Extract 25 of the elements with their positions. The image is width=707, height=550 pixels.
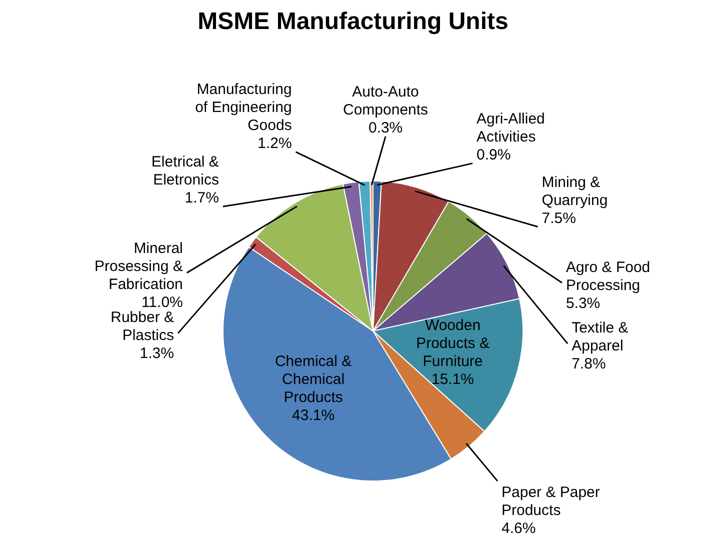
- slice-label: Mineral Prosessing & Fabrication: [94, 240, 183, 293]
- data-label: 1.7%: [184, 189, 219, 206]
- slice-label: Textile & Apparel: [572, 320, 628, 355]
- slice-label: Rubber & Plastics: [110, 309, 174, 344]
- slice-label: Agri-Allied Activities: [476, 110, 545, 146]
- data-label: 1.2%: [258, 134, 292, 152]
- slice-label: Manufacturing of Engineering Goods: [195, 80, 292, 134]
- slice-label: Mining & Quarrying: [542, 174, 608, 209]
- chart-title: MSME Manufacturing Units: [196, 8, 510, 36]
- slice-label: Agro & Food Processing: [566, 258, 650, 294]
- slice-label: Auto-Auto Components: [343, 83, 428, 118]
- data-label: 11.0%: [141, 294, 183, 311]
- data-label: 4.6%: [502, 520, 536, 538]
- data-label: 7.5%: [542, 210, 576, 227]
- data-label: 0.9%: [476, 146, 511, 164]
- slice-label: Paper & Paper Products: [502, 484, 600, 520]
- data-label: 0.3%: [368, 119, 403, 136]
- slice-label: Chemical & Chemical Products: [274, 352, 352, 406]
- data-label: 1.3%: [140, 345, 174, 362]
- slice-label: Eletrical & Eletronics: [151, 153, 219, 188]
- data-label: 15.1%: [431, 370, 474, 388]
- slice-label: Wooden Products & Furniture: [416, 316, 490, 370]
- data-label: 7.8%: [572, 356, 606, 373]
- data-label: 43.1%: [292, 406, 335, 424]
- data-label: 5.3%: [566, 294, 600, 312]
